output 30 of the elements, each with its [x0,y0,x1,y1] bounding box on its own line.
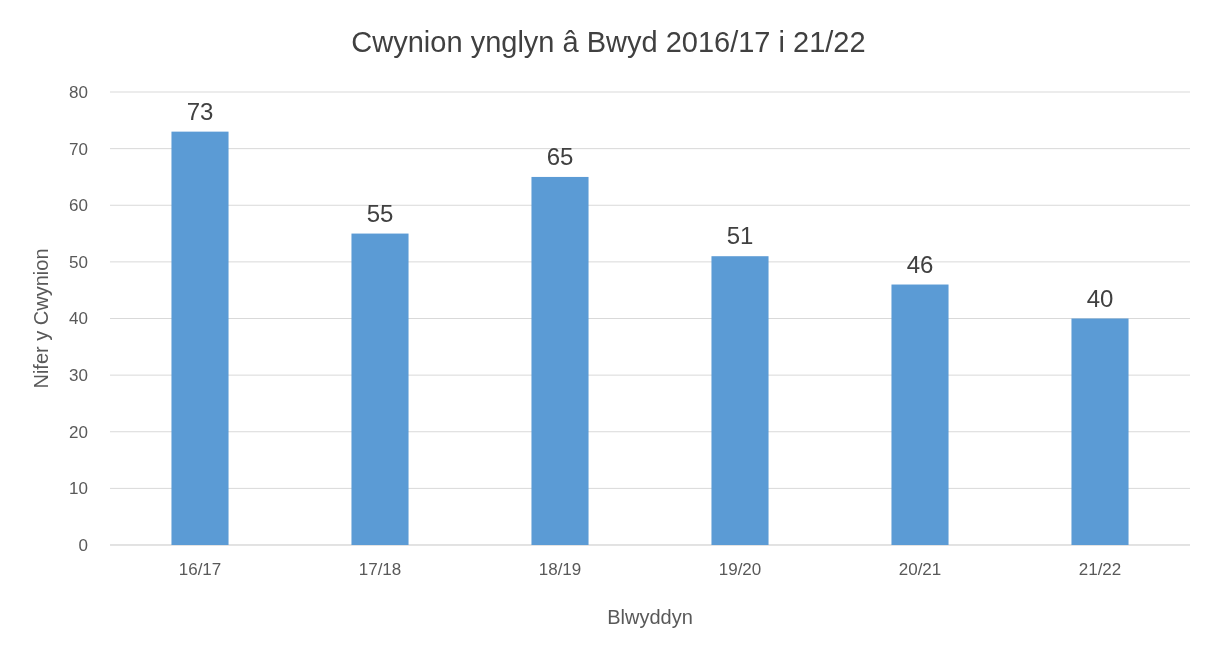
x-tick-label: 18/19 [538,560,582,579]
y-tick-label: 10 [69,479,88,499]
chart-title: Cwynion ynglyn â Bwyd 2016/17 i 21/22 [351,26,866,58]
y-tick-label: 30 [69,366,88,386]
bar [531,176,589,545]
bar [1071,318,1129,545]
data-label: 40 [1086,284,1114,312]
y-tick-label: 70 [69,139,88,159]
x-axis-title: Blwyddyn [607,606,693,628]
y-tick-label: 20 [69,422,88,442]
data-label: 73 [186,97,214,125]
y-tick-label: 40 [69,309,88,329]
data-label: 46 [906,250,934,278]
x-tick-label: 21/22 [1078,560,1122,579]
data-label: 55 [366,199,394,227]
x-tick-label: 20/21 [898,560,942,579]
bar [711,256,769,545]
bar [351,233,409,545]
x-tick-label: 17/18 [358,560,402,579]
y-tick-label: 80 [69,82,88,102]
y-tick-label: 60 [69,196,88,216]
x-tick-label: 19/20 [718,560,762,579]
x-tick-label: 16/17 [178,560,222,579]
y-axis-title: Nifer y Cwynion [30,248,52,389]
y-tick-label: 0 [78,535,88,555]
bar [171,131,229,545]
data-label: 65 [546,142,574,170]
bar [891,284,949,545]
y-tick-label: 50 [69,252,88,272]
data-label: 51 [726,222,754,250]
